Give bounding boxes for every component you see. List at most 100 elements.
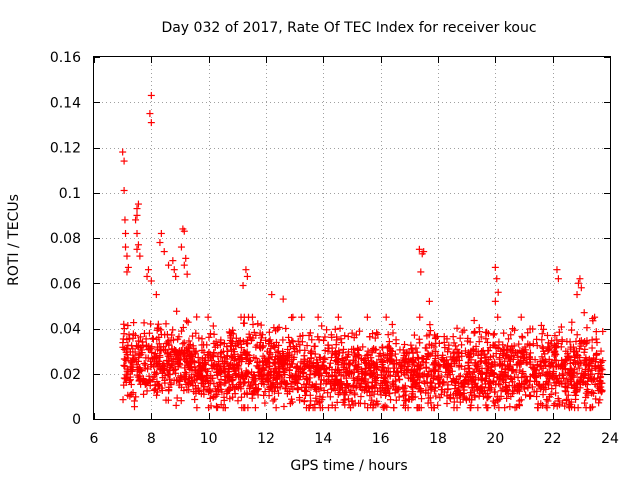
y-axis-label: ROTI / TECUs (6, 194, 22, 286)
data-point (459, 382, 467, 390)
data-point (529, 325, 537, 333)
data-point (120, 374, 128, 382)
data-point (331, 350, 339, 358)
data-point (463, 370, 471, 378)
data-point (366, 371, 374, 379)
data-point (283, 390, 291, 398)
data-point (306, 329, 314, 337)
data-point (475, 338, 483, 346)
data-point (417, 268, 425, 276)
data-point (420, 248, 428, 256)
data-point (583, 337, 591, 345)
data-point (468, 391, 476, 399)
data-point (257, 321, 265, 329)
data-point (204, 313, 212, 321)
data-point (372, 377, 380, 385)
data-point (140, 319, 148, 327)
data-point (542, 371, 550, 379)
data-point (191, 348, 199, 356)
data-point (531, 356, 539, 364)
data-point (456, 334, 464, 342)
data-point (477, 386, 485, 394)
data-point (127, 381, 135, 389)
data-point (337, 379, 345, 387)
data-point (451, 342, 459, 350)
data-point (588, 336, 596, 344)
data-point (562, 388, 570, 396)
data-point (479, 347, 487, 355)
data-point (363, 382, 371, 390)
data-point (498, 375, 506, 383)
data-point (594, 374, 602, 382)
data-point (343, 364, 351, 372)
data-point (120, 355, 128, 363)
data-point (548, 337, 556, 345)
data-point (248, 394, 256, 402)
data-point (302, 383, 310, 391)
data-point (467, 376, 475, 384)
data-point (232, 334, 240, 342)
data-point (268, 387, 276, 395)
data-point (173, 394, 181, 402)
data-point (282, 356, 290, 364)
data-point (410, 372, 418, 380)
data-point (265, 340, 273, 348)
data-point (254, 320, 262, 328)
data-point (294, 385, 302, 393)
data-point (130, 397, 138, 405)
data-point (460, 393, 468, 401)
data-point (464, 334, 472, 342)
data-point (168, 331, 176, 339)
data-point (123, 252, 131, 260)
data-point (319, 393, 327, 401)
data-point (165, 366, 173, 374)
data-point (149, 334, 157, 342)
data-point (421, 344, 429, 352)
data-point (465, 352, 473, 360)
data-point (494, 288, 502, 296)
data-point (542, 402, 550, 410)
data-point (470, 316, 478, 324)
data-point (284, 351, 292, 359)
data-point (449, 333, 457, 341)
data-point (568, 326, 576, 334)
data-point (120, 157, 128, 165)
data-point (328, 344, 336, 352)
data-point (194, 384, 202, 392)
data-point (275, 352, 283, 360)
data-point (207, 372, 215, 380)
data-point (234, 397, 242, 405)
data-point (279, 295, 287, 303)
data-point (217, 375, 225, 383)
data-point (271, 395, 279, 403)
data-point (217, 350, 225, 358)
data-point (577, 284, 585, 292)
data-point (164, 338, 172, 346)
data-point (494, 397, 502, 405)
data-point (358, 366, 366, 374)
data-point (401, 366, 409, 374)
data-point (472, 359, 480, 367)
data-point (144, 354, 152, 362)
data-point (121, 216, 129, 224)
data-point (211, 343, 219, 351)
data-point (420, 377, 428, 385)
data-point (435, 374, 443, 382)
x-axis-label: GPS time / hours (290, 458, 407, 474)
data-point (308, 336, 316, 344)
data-point (367, 354, 375, 362)
data-point (350, 351, 358, 359)
data-point (291, 376, 299, 384)
data-point (172, 347, 180, 355)
data-point (205, 404, 213, 412)
data-point (216, 341, 224, 349)
data-point (263, 358, 271, 366)
data-point (440, 358, 448, 366)
data-point (369, 404, 377, 412)
data-point (185, 337, 193, 345)
data-point (551, 341, 559, 349)
data-point (431, 367, 439, 375)
data-point (455, 392, 463, 400)
x-tick-label: 20 (486, 431, 504, 447)
data-point (509, 366, 517, 374)
